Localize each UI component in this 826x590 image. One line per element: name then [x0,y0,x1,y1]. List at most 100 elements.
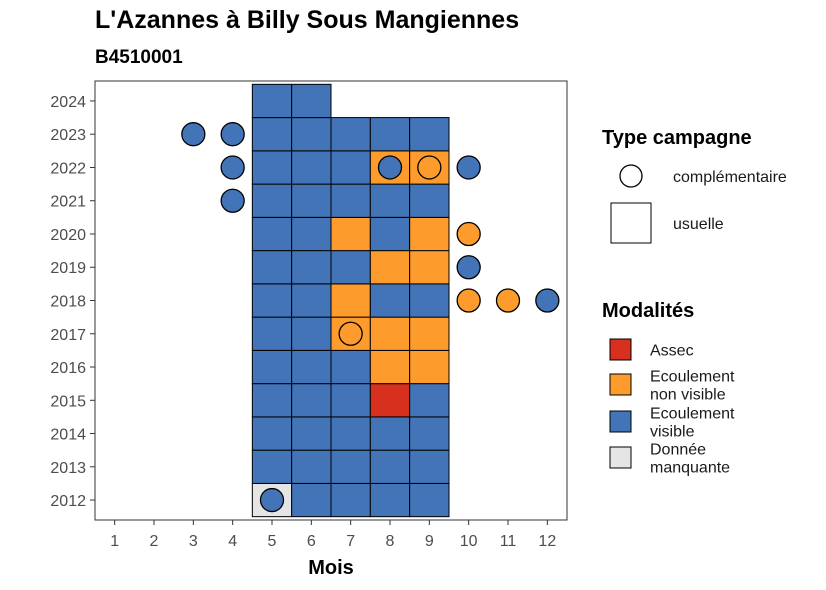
y-tick-label-2024: 2024 [50,94,86,111]
y-tick-label-2014: 2014 [50,427,86,444]
legend-square-icon [610,202,652,244]
point-2018-11 [495,288,521,313]
tile-2020-6 [291,216,332,252]
complementaire-points [181,122,560,513]
tile-2019-6 [291,250,332,285]
y-tick-label-2020: 2020 [50,227,86,244]
tile-2021-7 [330,183,371,218]
tile-2023-6 [291,117,332,152]
tile-2014-7 [330,416,371,451]
point-2023-3 [181,122,206,147]
x-tick-label-2: 2 [150,533,159,550]
usuelle-tiles [251,83,450,518]
chart-title: L'Azannes à Billy Sous Mangiennes [95,6,520,34]
tile-2014-9 [409,416,450,451]
y-tick-label-2018: 2018 [50,294,86,311]
point-2019-10 [456,255,481,280]
legend-key-ecoulement-non-visible [609,373,632,396]
tile-2022-6 [291,150,332,185]
tile-2019-7 [330,250,371,285]
legend-key-donn-e-manquante [609,446,632,469]
tile-2012-7 [330,482,371,518]
tile-2016-7 [330,349,371,385]
legend-label-donn-e-manquante-line1: Donnée [650,442,706,459]
point-2020-10 [456,221,481,247]
point-2018-10 [456,288,481,313]
x-axis-title: Mois [308,557,354,579]
y-tick-label-2017: 2017 [50,327,86,344]
point-2022-9 [417,155,442,180]
x-tick-label-1: 1 [110,533,119,550]
tile-2013-7 [330,449,371,484]
tile-2015-5 [251,383,293,418]
legend-type-label-complementaire: complémentaire [673,169,787,186]
tile-2023-5 [251,117,293,152]
point-2022-10 [456,155,481,180]
legend-type-campagne: Type campagne complémentaire usuelle [602,127,787,244]
tile-2016-9 [409,349,450,385]
tile-2016-6 [291,349,332,385]
tile-2020-5 [251,216,293,252]
tile-2014-6 [291,416,332,451]
tile-2023-7 [330,117,371,152]
tile-2021-9 [409,183,450,218]
tile-2019-8 [369,250,411,285]
legend-circle-icon [619,164,643,188]
y-tick-label-2015: 2015 [50,393,86,410]
tile-2018-9 [409,283,450,318]
tile-2017-9 [409,316,450,351]
tile-2023-8 [369,117,411,152]
tile-2017-5 [251,316,293,351]
tile-2018-8 [369,283,411,318]
point-2021-4 [220,188,245,213]
tile-2021-6 [291,183,332,218]
point-2022-4 [220,155,245,180]
legend-label-ecoulement-non-visible-line2: non visible [650,387,726,404]
tile-2019-5 [251,250,293,285]
tile-2021-8 [369,183,411,218]
tile-2016-8 [369,349,411,385]
point-2018-12 [535,288,560,313]
legend-label-ecoulement-visible-line1: Ecoulement [650,406,735,423]
tile-2017-6 [291,316,332,351]
point-2017-7 [338,321,363,346]
tile-2024-5 [251,83,293,119]
tile-2013-6 [291,449,332,484]
tile-2019-9 [409,250,450,285]
point-2012-5 [259,487,285,513]
tile-2014-5 [251,416,293,451]
point-2022-8 [377,155,403,180]
x-tick-label-10: 10 [460,533,478,550]
x-tick-label-9: 9 [425,533,434,550]
tile-2015-7 [330,383,371,418]
x-tick-label-7: 7 [346,533,355,550]
tile-2014-8 [369,416,411,451]
tile-2016-5 [251,349,293,385]
tile-2015-8 [369,383,411,418]
y-tick-label-2021: 2021 [50,194,86,211]
tile-2024-6 [291,83,332,119]
y-tick-label-2022: 2022 [50,160,86,177]
y-tick-label-2013: 2013 [50,460,86,477]
y-tick-label-2019: 2019 [50,260,86,277]
tile-2013-5 [251,449,293,484]
tile-2018-5 [251,283,293,318]
tile-2012-8 [369,482,411,518]
legend-label-assec: Assec [650,343,694,360]
x-tick-label-4: 4 [228,533,237,550]
legend-key-assec [609,338,632,361]
tile-2020-9 [409,216,450,252]
x-axis: 1 2 3 4 5 6 7 8 9 10 11 12 [110,520,556,550]
y-tick-label-2012: 2012 [50,493,86,510]
tile-2015-6 [291,383,332,418]
tile-2020-8 [369,216,411,252]
tile-2017-8 [369,316,411,351]
tile-2021-5 [251,183,293,218]
legend-label-donn-e-manquante-line2: manquante [650,460,730,477]
tile-2012-6 [291,482,332,518]
tile-2023-9 [409,117,450,152]
y-tick-label-2016: 2016 [50,360,86,377]
legend-modalites-title: Modalités [602,300,694,322]
